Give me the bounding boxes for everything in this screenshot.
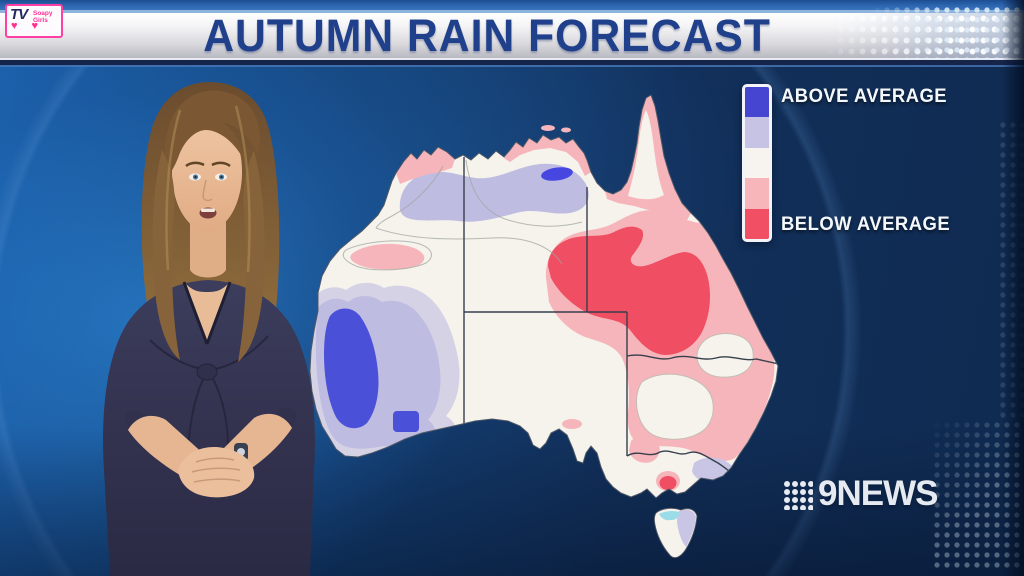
- region-sw-wa-well-above-2: [393, 411, 419, 432]
- tasmania: [653, 507, 698, 559]
- presenter-hair-front: [164, 90, 260, 178]
- right-edge-shade: [1002, 0, 1024, 576]
- watermark-subtitle: Soapy Girls: [33, 10, 53, 24]
- region-central-nsw-pocket-average: [635, 373, 714, 440]
- nine-news-logo: 9NEWS: [782, 474, 938, 514]
- presenter-nose: [202, 179, 213, 202]
- coastline: [309, 94, 779, 499]
- presenter-hair-highlights: [165, 105, 251, 273]
- region-cape-york-centre-average: [628, 110, 664, 200]
- banner-top-strip: [0, 0, 1024, 10]
- region-north-band-above: [399, 163, 589, 222]
- region-sth-vic-well-below-spot: [659, 476, 677, 490]
- legend-below-label: BELOW AVERAGE: [781, 214, 951, 235]
- region-east-tasmania-above: [677, 509, 696, 547]
- presenter-figure: [103, 82, 315, 576]
- legend-above-label: ABOVE AVERAGE: [781, 86, 948, 107]
- presenter-dress-knot: [196, 363, 218, 381]
- banner-bottom-glow: [0, 65, 1024, 67]
- region-nt-well-above-spot: [541, 167, 573, 181]
- banner-top-highlight: [0, 10, 1024, 13]
- lips-icon: ♥♥: [11, 20, 53, 32]
- region-north-tasmania-sliver: [659, 510, 679, 521]
- banner-corner-dot-texture: [872, 5, 1024, 60]
- title-banner: AUTUMN RAIN FORECAST: [0, 0, 1024, 67]
- region-topend-fringe-below: [504, 135, 591, 176]
- banner-bottom-highlight: [0, 58, 1024, 60]
- forecast-regions: [310, 95, 778, 491]
- forecast-legend-scale: [742, 84, 772, 242]
- nine-dots-icon: [782, 478, 813, 510]
- region-qld-coast-pocket-average: [696, 333, 754, 378]
- nine-news-wordmark: 9NEWS: [818, 474, 938, 513]
- legend-segment-above: [745, 117, 769, 148]
- legend-segment-below: [745, 178, 769, 209]
- legend-segment-average: [745, 147, 769, 179]
- region-west-vic-below: [629, 435, 660, 463]
- region-sw-wa-well-above: [324, 308, 379, 429]
- state-borders: [463, 157, 778, 474]
- region-kimberley-fringe-below: [396, 147, 455, 184]
- legend-segment-well-above: [745, 87, 769, 118]
- presenter-face: [172, 122, 242, 234]
- legend-segment-well-below: [745, 208, 769, 239]
- tv-soapy-girls-watermark: TV Soapy Girls ♥♥: [5, 4, 63, 38]
- contour-lines: [342, 159, 583, 271]
- presenter-fingers: [191, 457, 241, 483]
- presenter-chest-vneck: [184, 282, 230, 344]
- presenter-neckline: [182, 281, 232, 345]
- presenter-mouth: [199, 207, 217, 219]
- island-tiwi-1: [541, 125, 555, 131]
- region-inland-qld-well-below: [548, 226, 710, 355]
- region-sa-coast-fringe-below: [562, 419, 582, 429]
- island-tiwi-2: [561, 127, 571, 133]
- region-wa-midwest-below: [350, 243, 425, 270]
- presenter-neck: [190, 222, 226, 278]
- watermark-title: TV: [10, 6, 28, 23]
- presenter-dress: [103, 280, 315, 576]
- presenter-hands: [178, 446, 255, 498]
- presenter-eyes: [185, 161, 231, 181]
- presenter-hair-side-right: [238, 150, 265, 362]
- banner-bottom-strip: [0, 60, 1024, 65]
- banner-title: AUTUMN RAIN FORECAST: [203, 10, 772, 61]
